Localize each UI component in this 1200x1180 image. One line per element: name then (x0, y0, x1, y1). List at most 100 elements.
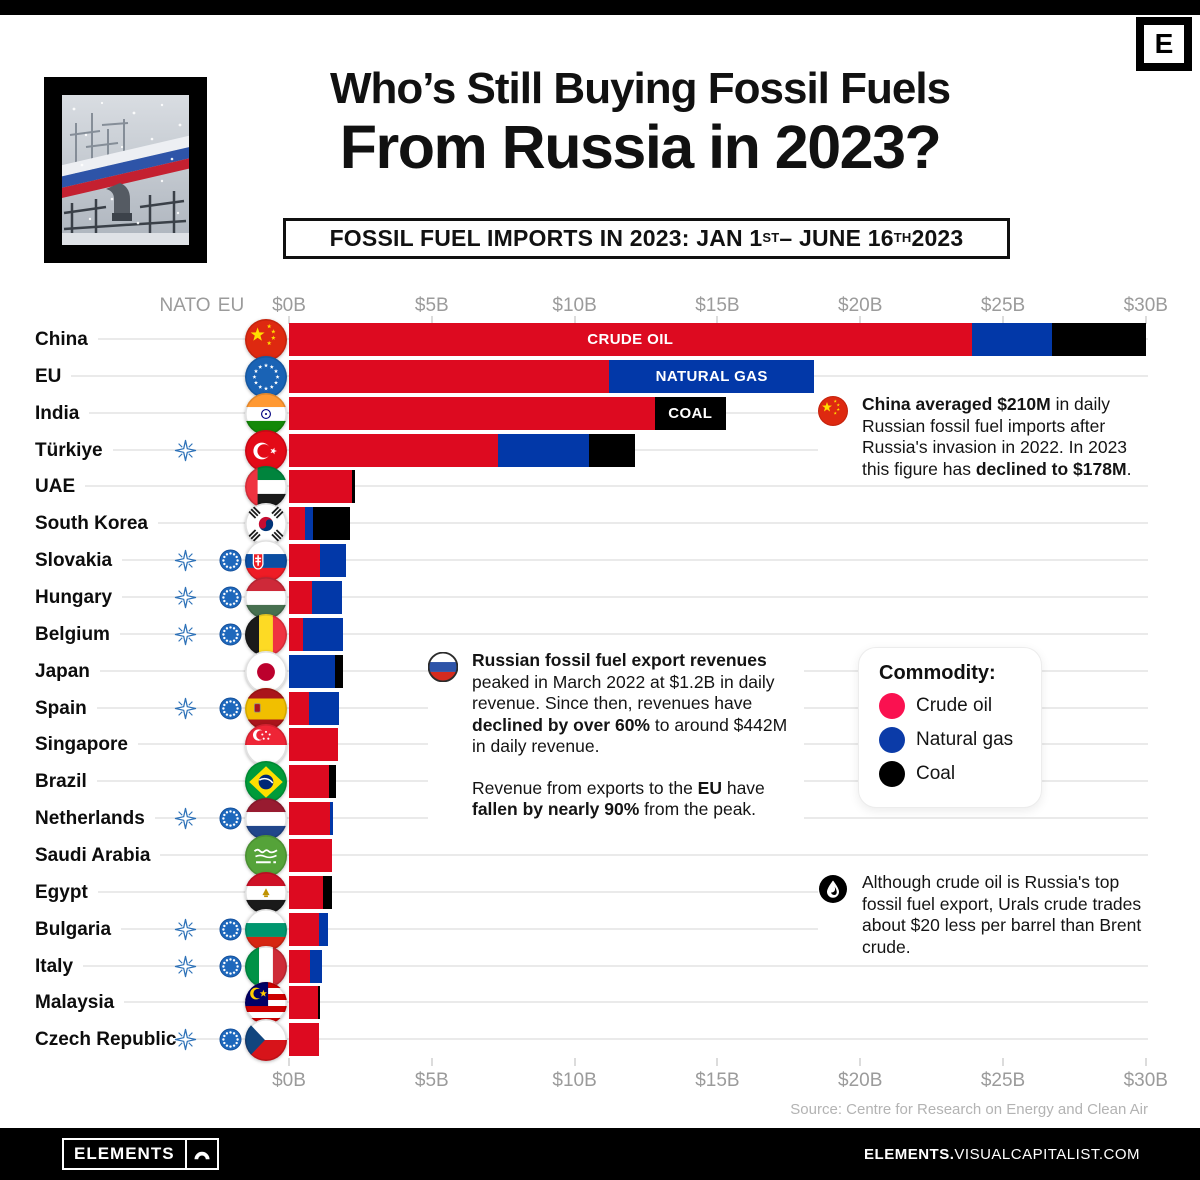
nato-membership-icon (174, 1028, 197, 1051)
bar-segment-gas (971, 323, 1052, 356)
eu-membership-icon (219, 1028, 242, 1051)
nato-icon (174, 439, 197, 461)
flag-cn-icon (245, 319, 287, 361)
nato-membership-icon (174, 586, 197, 609)
axis-tick-label-top: $10B (552, 295, 597, 316)
series-label-crude: CRUDE OIL (587, 331, 674, 348)
source-credit: Source: Centre for Research on Energy an… (790, 1101, 1148, 1118)
flag-cz-icon (245, 1019, 287, 1062)
russia-annotation-text: Russian fossil fuel export revenues peak… (472, 650, 788, 819)
stacked-bar (289, 470, 355, 504)
flag-jp-icon (245, 650, 287, 693)
country-label: Bulgaria (35, 912, 122, 946)
row-leader-line (35, 890, 1148, 893)
flag-spain (245, 687, 287, 730)
nato-membership-icon (174, 623, 197, 646)
bar-segment-gas (320, 544, 347, 578)
legend-dot-crude-oil (879, 693, 905, 719)
bar-segment-crude (289, 802, 331, 836)
bar-segment-gas (319, 912, 328, 946)
row-leader-line (35, 632, 1148, 635)
legend-dot-natural-gas (879, 727, 905, 753)
bar-segment-gas (310, 949, 322, 983)
russia-flag-icon (427, 650, 472, 821)
nato-column-header: NATO (159, 295, 211, 316)
flag-bg-icon (245, 908, 287, 951)
flag-nl-icon (245, 798, 287, 841)
table-row-sa: Saudi Arabia (0, 834, 1200, 877)
axis-tick-label-bottom: $30B (1123, 1070, 1168, 1091)
stacked-bar (289, 1023, 319, 1057)
table-row-cn: China CRUDE OIL (0, 319, 1200, 361)
nato-icon (174, 1028, 197, 1051)
subtitle-part2: – JUNE 16 (779, 225, 894, 251)
bar-segment-gas (303, 617, 344, 651)
bar-segment-coal (351, 470, 355, 504)
row-leader-line (35, 964, 1148, 967)
country-label: India (35, 396, 90, 430)
country-label: Egypt (35, 875, 98, 909)
nato-membership-icon (174, 955, 197, 978)
axis-tick-mark-bottom (430, 1058, 433, 1066)
bar-segment-gas (304, 507, 314, 541)
bar-chart-rows: China CRUDE OIL EU NATURAL GAS India COAL Türk… (0, 319, 1200, 1063)
oil-drop-glyph (819, 875, 847, 903)
subtitle-part3: 2023 (911, 225, 964, 251)
axis-tick-mark-top (430, 316, 433, 324)
eu-member-icon (219, 549, 242, 572)
china-annotation-text: China averaged $210M in daily Russian fo… (862, 394, 1132, 479)
flag-czech-republic (245, 1019, 287, 1062)
table-row-eu: EU NATURAL GAS (0, 355, 1200, 398)
flag-tr-icon (245, 429, 287, 472)
bar-segment-gas (330, 802, 334, 836)
flag-kr-icon (245, 503, 287, 546)
legend-title: Commodity: (879, 662, 996, 684)
nato-icon (174, 918, 197, 940)
visual-capitalist-mark-icon (184, 1140, 217, 1168)
bar-segment-crude (289, 1023, 319, 1057)
nato-icon (174, 955, 197, 977)
series-label-gas: NATURAL GAS (655, 367, 768, 385)
bar-segment-crude (289, 507, 305, 541)
flag-eg-icon (245, 871, 287, 914)
eu-membership-icon (219, 807, 242, 830)
legend-item: Crude oil (879, 693, 1041, 719)
oil-annotation-text: Although crude oil is Russia's top fossi… (862, 872, 1142, 957)
flag-slovakia (245, 540, 287, 583)
eu-member-icon (219, 1028, 242, 1051)
flag-china (245, 319, 287, 361)
flag-belgium (245, 613, 287, 656)
bar-segment-coal (313, 507, 351, 541)
subtitle-banner: FOSSIL FUEL IMPORTS IN 2023: JAN 1 ST – J… (283, 218, 1010, 259)
eu-member-icon (219, 954, 242, 978)
table-row-cz: Czech Republic (0, 1019, 1200, 1062)
bar-segment-crude (289, 617, 304, 651)
country-label: Türkiye (35, 433, 113, 467)
legend-item: Natural gas (879, 727, 1041, 753)
country-label: Hungary (35, 580, 123, 614)
eu-membership-icon (219, 549, 242, 572)
country-label: Netherlands (35, 802, 155, 836)
eu-column-header: EU (217, 295, 245, 316)
flag-eu-icon (245, 355, 287, 398)
row-leader-line (35, 1038, 1148, 1041)
stacked-bar (289, 544, 347, 578)
eu-membership-icon (219, 918, 242, 941)
elements-logo-text: ELEMENTS (74, 1144, 175, 1163)
axis-tick-mark-top (716, 316, 719, 324)
hero-image-pipeline (44, 77, 207, 263)
flag-es-icon (245, 687, 287, 730)
axis-tick-mark-bottom (1144, 1058, 1147, 1066)
stacked-bar (289, 580, 342, 614)
nato-icon (174, 549, 197, 572)
axis-tick-label-bottom: $15B (695, 1070, 740, 1091)
flag-cn-icon (818, 396, 848, 426)
stacked-bar (289, 654, 344, 688)
bar-segment-coal (323, 875, 332, 909)
bar-segment-crude (289, 986, 318, 1020)
flag-japan (245, 650, 287, 693)
subtitle-part1: FOSSIL FUEL IMPORTS IN 2023: JAN 1 (329, 225, 763, 251)
flag-saudi-arabia (245, 834, 287, 877)
stacked-bar: NATURAL GAS (289, 359, 815, 393)
stacked-bar (289, 765, 337, 799)
